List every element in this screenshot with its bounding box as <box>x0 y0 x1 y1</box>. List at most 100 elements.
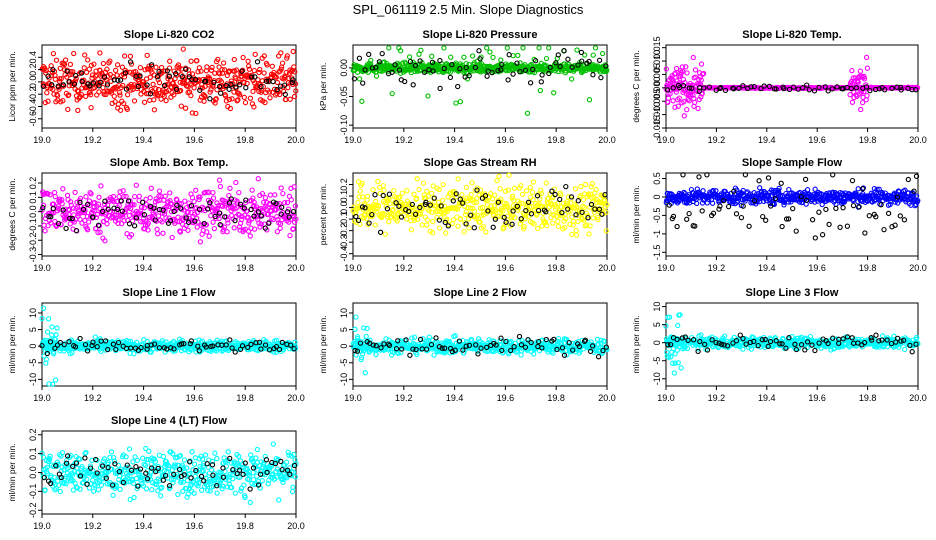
data-point <box>98 183 104 189</box>
data-point <box>278 50 284 56</box>
data-point <box>272 192 278 198</box>
data-point <box>352 326 358 332</box>
data-point <box>373 351 379 358</box>
data-point <box>866 213 872 219</box>
x-tick-label: 19.4 <box>446 135 464 145</box>
data-point <box>245 58 251 64</box>
y-tick-label: -5 <box>339 359 349 367</box>
data-point <box>188 58 194 64</box>
data-point <box>247 95 254 101</box>
data-point <box>212 70 218 76</box>
data-point <box>285 84 291 91</box>
data-point <box>278 66 284 72</box>
data-point <box>215 56 221 63</box>
panel-title: Slope Sample Flow <box>742 157 843 169</box>
data-point <box>55 83 61 89</box>
data-point <box>85 219 92 225</box>
data-point <box>490 54 496 61</box>
data-point <box>254 59 261 65</box>
data-point <box>443 230 449 236</box>
x-tick-label: 19.2 <box>84 393 102 403</box>
data-point <box>56 86 62 92</box>
data-point <box>97 79 103 85</box>
data-point <box>192 76 199 83</box>
data-point <box>75 88 82 94</box>
data-point <box>45 316 52 322</box>
data-point <box>455 223 461 229</box>
data-point <box>144 52 150 59</box>
y-tick-label: -5 <box>28 359 38 367</box>
x-tick-label: 19.0 <box>33 135 51 145</box>
scatter-panel: Slope Amb. Box Temp.19.0 19.2 19.4 19.6 19.8… <box>7 157 305 273</box>
data-point <box>441 45 447 51</box>
data-point <box>419 222 425 228</box>
data-point <box>57 65 63 72</box>
panel-title: Slope Line 3 Flow <box>746 287 839 299</box>
data-point <box>173 84 179 90</box>
y-tick-label: -0.1 <box>28 218 38 234</box>
data-point <box>147 74 153 80</box>
data-point <box>595 354 602 360</box>
x-tick-label: 20.0 <box>909 263 927 273</box>
data-point <box>167 58 173 64</box>
data-point <box>182 198 188 204</box>
data-point <box>291 64 297 70</box>
data-point <box>185 227 191 233</box>
x-tick-label: 19.0 <box>344 135 362 145</box>
y-tick-label: -0.2 <box>28 86 38 102</box>
panel-title: Slope Li-820 Temp. <box>742 29 841 41</box>
data-point <box>266 89 273 95</box>
data-point <box>90 80 97 86</box>
data-point <box>242 99 249 106</box>
data-point <box>201 98 207 104</box>
data-point <box>698 61 705 67</box>
data-point <box>226 86 232 92</box>
data-point <box>510 71 516 77</box>
panel-title: Slope Line 1 Flow <box>123 287 216 299</box>
data-point <box>410 82 416 88</box>
data-point <box>428 190 435 196</box>
data-point <box>425 93 431 99</box>
data-point <box>901 217 908 223</box>
data-point <box>370 186 376 193</box>
data-point <box>407 352 413 358</box>
data-point <box>66 79 72 85</box>
data-point <box>233 179 239 186</box>
x-tick-label: 19.0 <box>657 263 675 273</box>
data-point <box>78 92 85 98</box>
data-point <box>568 76 575 82</box>
data-point <box>416 186 422 193</box>
data-point <box>826 221 832 228</box>
scatter-panel: Slope Li-820 Temp.19.0 19.2 19.4 19.6 19.8 20… <box>631 29 927 145</box>
data-point <box>269 63 275 69</box>
data-point <box>863 54 870 61</box>
data-point <box>837 224 843 230</box>
data-point <box>176 65 182 71</box>
x-tick-label: 19.8 <box>547 393 565 403</box>
data-point <box>251 67 257 74</box>
data-point <box>123 86 130 92</box>
data-point <box>216 83 223 90</box>
y-tick-label: 0.2 <box>28 177 38 190</box>
x-tick-label: 19.8 <box>547 135 565 145</box>
x-tick-label: 19.6 <box>186 263 204 273</box>
data-point <box>191 198 197 205</box>
data-point <box>256 69 262 76</box>
data-point <box>155 213 162 219</box>
data-point <box>260 84 266 90</box>
data-point <box>246 63 252 69</box>
data-point <box>111 77 117 83</box>
data-point <box>148 62 155 68</box>
data-point <box>163 97 169 104</box>
data-point <box>833 205 839 212</box>
data-point <box>231 56 237 63</box>
y-tick-label: 0.0 <box>28 205 38 218</box>
data-point <box>154 74 161 80</box>
data-point <box>372 222 378 228</box>
data-point <box>598 74 604 81</box>
data-point <box>746 223 752 229</box>
data-point <box>765 175 772 181</box>
data-point <box>857 68 864 74</box>
x-tick-label: 19.4 <box>446 263 464 273</box>
data-point <box>180 46 186 52</box>
